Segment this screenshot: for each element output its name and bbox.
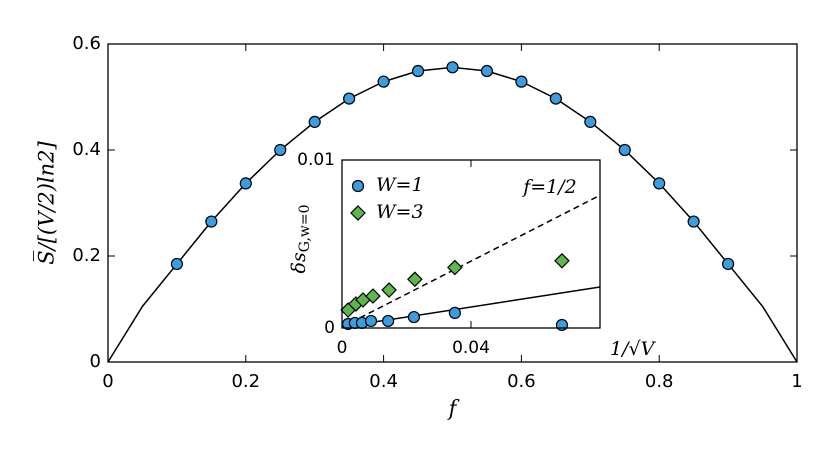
point <box>653 177 666 190</box>
point <box>274 143 287 157</box>
point <box>382 314 395 328</box>
x-tick-label: 0.8 <box>645 371 674 392</box>
y-axis-label: S̅/[(V/2)ln2] <box>34 140 59 264</box>
plot-area <box>342 160 600 328</box>
x-tick-label: 0.04 <box>452 338 490 358</box>
point <box>308 115 321 129</box>
legend-label: W=1 <box>376 174 424 196</box>
legend-marker <box>351 179 365 193</box>
y-tick-label: 0 <box>324 318 335 338</box>
point <box>554 252 570 269</box>
point <box>407 271 423 288</box>
point <box>549 92 562 105</box>
point <box>447 259 463 276</box>
x-tick-label: 1 <box>791 371 802 392</box>
plot-frame <box>107 43 798 363</box>
point <box>515 75 528 88</box>
x-tick-label: 0.2 <box>231 371 260 392</box>
y-axis-label: δsG,w=0 <box>288 205 313 274</box>
point <box>480 64 494 78</box>
x-tick-label: 0.6 <box>507 371 536 392</box>
x-tick-label: 0 <box>102 371 113 392</box>
x-tick-label: 0 <box>337 338 348 358</box>
x-axis-label: f <box>447 397 460 421</box>
plot: 0 0.04 0 0.01 1/√V δsG,w=0 f=1/2 W=1 W=3 <box>288 150 657 360</box>
point <box>381 282 397 298</box>
y-tick-label: 0.2 <box>72 245 101 266</box>
y-tick-label: 0.6 <box>72 33 101 54</box>
point <box>205 215 218 228</box>
point <box>377 75 390 88</box>
point <box>721 257 735 271</box>
point <box>584 115 597 129</box>
point <box>618 143 631 157</box>
x-axis-label: 1/√V <box>610 338 657 360</box>
y-tick-label: 0 <box>90 351 101 372</box>
legend-label: W=3 <box>376 201 424 223</box>
point <box>411 64 425 78</box>
y-tick-label: 0.4 <box>72 139 101 160</box>
curve <box>341 194 601 328</box>
point <box>170 257 183 271</box>
point <box>407 310 421 324</box>
y-axis-label-sub: G,w=0 <box>297 205 313 253</box>
point <box>343 92 356 105</box>
point <box>364 314 378 328</box>
y-tick-label: 0.01 <box>297 150 335 170</box>
y-axis-label-main: δs <box>288 252 310 273</box>
point <box>555 318 569 332</box>
legend-marker <box>350 205 366 221</box>
point <box>365 288 381 304</box>
point <box>448 306 461 319</box>
point <box>239 177 252 190</box>
point <box>446 61 459 74</box>
point <box>687 215 700 228</box>
x-tick-label: 0.4 <box>369 371 398 392</box>
annotation: f=1/2 <box>521 176 577 198</box>
